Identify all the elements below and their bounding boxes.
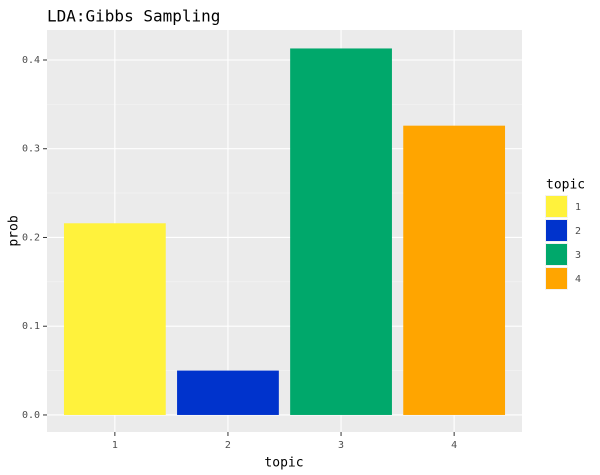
legend-key: [546, 196, 567, 217]
legend-key: [546, 268, 567, 289]
y-tick-label: 0.2: [22, 232, 40, 243]
legend-key: [546, 220, 567, 241]
legend-label: 1: [575, 202, 581, 213]
y-tick-label: 0.0: [22, 410, 40, 421]
x-tick-label: 3: [338, 440, 344, 451]
y-tick-label: 0.1: [22, 321, 40, 332]
y-axis-title: prob: [7, 215, 22, 246]
bar: [177, 370, 279, 415]
marks: [63, 48, 506, 415]
x-axis-title: topic: [264, 456, 303, 471]
bar: [63, 223, 166, 415]
bar: [290, 48, 392, 415]
y-tick-label: 0.3: [22, 144, 40, 155]
legend-title: topic: [546, 178, 585, 193]
legend-key: [546, 244, 567, 265]
x-tick-label: 2: [225, 440, 231, 451]
legend-label: 4: [575, 274, 581, 285]
bar: [403, 125, 506, 415]
legend-label: 3: [575, 250, 581, 261]
chart-title: LDA:Gibbs Sampling: [47, 7, 220, 26]
x-tick-label: 4: [451, 440, 457, 451]
legend-label: 2: [575, 226, 581, 237]
x-tick-label: 1: [112, 440, 118, 451]
y-tick-label: 0.4: [22, 55, 40, 66]
